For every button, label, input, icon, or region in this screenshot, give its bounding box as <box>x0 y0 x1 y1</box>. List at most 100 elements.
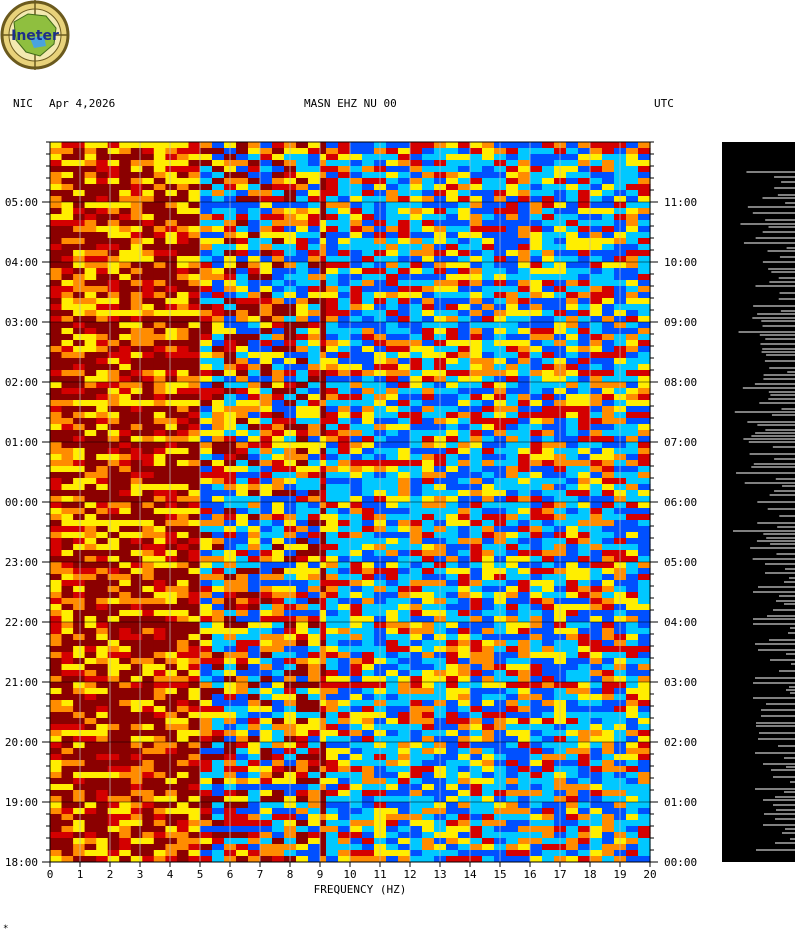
spectrogram-cell <box>422 322 435 329</box>
spectrogram-cell <box>61 676 74 683</box>
spectrogram-cell <box>130 748 143 755</box>
spectrogram-cell <box>506 346 519 353</box>
spectrogram-cell <box>248 724 261 731</box>
spectrogram-cell <box>320 322 327 329</box>
spectrogram-cell <box>482 334 495 341</box>
spectrogram-cell <box>96 802 109 809</box>
spectrogram-cell <box>446 448 459 455</box>
spectrogram-cell <box>602 508 615 515</box>
spectrogram-cell <box>130 526 143 533</box>
spectrogram-cell <box>188 622 201 629</box>
spectrogram-cell <box>386 292 399 299</box>
spectrogram-cell <box>61 274 74 281</box>
spectrogram-cell <box>296 286 309 293</box>
spectrogram-cell <box>84 244 97 251</box>
spectrogram-cell <box>236 700 249 707</box>
spectrogram-cell <box>96 460 109 467</box>
spectrogram-cell <box>84 370 97 377</box>
spectrogram-cell <box>61 538 74 545</box>
spectrogram-cell <box>248 184 261 191</box>
spectrogram-cell <box>248 796 261 803</box>
spectrogram-cell <box>188 772 201 779</box>
spectrogram-cell <box>188 292 201 299</box>
spectrogram-cell <box>260 646 273 653</box>
spectrogram-cell <box>542 502 555 509</box>
spectrogram-cell <box>458 238 471 245</box>
spectrogram-cell <box>566 220 579 227</box>
spectrogram-cell <box>130 310 143 317</box>
spectrogram-cell <box>566 160 579 167</box>
spectrogram-cell <box>200 850 213 857</box>
spectrogram-cell <box>446 406 459 413</box>
spectrogram-cell <box>272 370 285 377</box>
spectrogram-cell <box>84 442 97 449</box>
spectrogram-cell <box>188 628 201 635</box>
spectrogram-cell <box>272 262 285 269</box>
spectrogram-cell <box>236 154 249 161</box>
spectrogram-cell <box>272 298 285 305</box>
spectrogram-cell <box>96 496 109 503</box>
spectrogram-cell <box>119 244 132 251</box>
spectrogram-cell <box>410 154 423 161</box>
spectrogram-cell <box>296 538 309 545</box>
spectrogram-cell <box>350 208 363 215</box>
spectrogram-cell <box>446 556 459 563</box>
spectrogram-cell <box>119 712 132 719</box>
spectrogram-cell <box>542 226 555 233</box>
spectrogram-cell <box>566 190 579 197</box>
spectrogram-cell <box>566 418 579 425</box>
spectrogram-cell <box>506 592 519 599</box>
spectrogram-cell <box>107 658 120 665</box>
spectrogram-cell <box>410 304 423 311</box>
spectrogram-cell <box>260 628 273 635</box>
spectrogram-cell <box>326 412 339 419</box>
spectrogram-cell <box>446 220 459 227</box>
spectrogram-cell <box>142 718 155 725</box>
spectrogram-cell <box>296 454 309 461</box>
spectrogram-cell <box>602 412 615 419</box>
spectrogram-cell <box>296 556 309 563</box>
spectrogram-cell <box>326 346 339 353</box>
spectrogram-cell <box>470 424 483 431</box>
spectrogram-cell <box>272 250 285 257</box>
spectrogram-cell <box>200 364 213 371</box>
spectrogram-cell <box>50 448 63 455</box>
spectrogram-cell <box>272 358 285 365</box>
spectrogram-cell <box>188 484 201 491</box>
spectrogram-cell <box>188 658 201 665</box>
spectrogram-cell <box>200 664 213 671</box>
spectrogram-cell <box>50 178 63 185</box>
spectrogram-cell <box>107 310 120 317</box>
spectrogram-cell <box>410 550 423 557</box>
spectrogram-cell <box>542 142 555 149</box>
spectrogram-cell <box>446 388 459 395</box>
spectrogram-cell <box>626 436 639 443</box>
spectrogram-cell <box>119 646 132 653</box>
spectrogram-cell <box>398 424 411 431</box>
spectrogram-cell <box>638 484 651 491</box>
spectrogram-cell <box>272 712 285 719</box>
spectrogram-cell <box>542 550 555 557</box>
spectrogram-cell <box>212 754 225 761</box>
spectrogram-cell <box>320 364 327 371</box>
spectrogram-cell <box>296 580 309 587</box>
spectrogram-cell <box>530 238 543 245</box>
spectrogram-cell <box>107 544 120 551</box>
spectrogram-cell <box>482 304 495 311</box>
spectrogram-cell <box>458 604 471 611</box>
spectrogram-cell <box>176 340 189 347</box>
spectrogram-cell <box>165 664 178 671</box>
spectrogram-cell <box>73 454 86 461</box>
spectrogram-cell <box>84 754 97 761</box>
spectrogram-cell <box>308 856 321 863</box>
spectrogram-cell <box>188 616 201 623</box>
spectrogram-cell <box>96 778 109 785</box>
spectrogram-cell <box>590 508 603 515</box>
spectrogram-cell <box>107 712 120 719</box>
spectrogram-cell <box>308 634 321 641</box>
spectrogram-cell <box>518 334 531 341</box>
spectrogram-cell <box>236 670 249 677</box>
spectrogram-cell <box>107 304 120 311</box>
spectrogram-cell <box>236 562 249 569</box>
spectrogram-cell <box>398 364 411 371</box>
